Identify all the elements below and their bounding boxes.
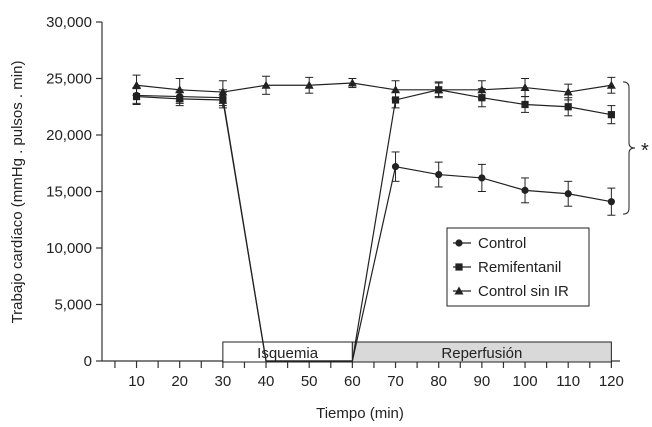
x-tick-label: 90 [474, 373, 491, 390]
legend-label: Remifentanil [478, 259, 561, 276]
legend: Control Remifentanil Control sin IR [446, 227, 590, 307]
x-tick-label: 10 [128, 373, 145, 390]
data-point [304, 80, 314, 89]
data-point [520, 83, 530, 92]
data-point [564, 190, 572, 198]
y-tick-label: 30,000 [46, 14, 92, 31]
data-point [477, 85, 487, 94]
y-axis-title: Trabajo cardíaco (mmHg . pulsos . min) [9, 61, 26, 324]
data-point [606, 80, 616, 89]
data-point [218, 87, 228, 96]
x-tick-label: 50 [301, 373, 318, 390]
y-tick-label: 5,000 [54, 297, 92, 314]
data-point [347, 78, 357, 87]
data-point [454, 286, 464, 295]
x-axis-title: Tiempo (min) [316, 405, 404, 422]
series [132, 74, 616, 104]
data-point [563, 87, 573, 96]
data-point [175, 85, 185, 94]
y-tick-label: 10,000 [46, 240, 92, 257]
phase-label: Isquemia [257, 345, 319, 362]
x-tick-label: 40 [258, 373, 275, 390]
series-line [136, 82, 612, 93]
data-point [455, 263, 463, 271]
legend-items: Control Remifentanil Control sin IR [453, 235, 569, 300]
x-tick-label: 110 [556, 373, 580, 390]
y-tick-label: 20,000 [46, 127, 92, 144]
phase-bar [351, 341, 612, 363]
data-point [261, 80, 271, 89]
data-point [607, 198, 615, 206]
x-tick-label: 60 [344, 373, 361, 390]
legend-item: Remifentanil [453, 259, 561, 276]
data-point [435, 170, 443, 179]
bracket [622, 81, 636, 215]
y-tick-label: 0 [84, 353, 92, 370]
series [132, 87, 616, 362]
x-tick-label: 100 [513, 373, 538, 390]
data-point [434, 85, 444, 94]
data-point [521, 186, 529, 194]
phase-bars: Isquemia Reperfusión [222, 341, 612, 363]
series-line [136, 89, 612, 362]
data-point [391, 85, 401, 94]
significance-star: * [641, 140, 649, 162]
y-tick-label: 25,000 [46, 71, 92, 88]
data-point [391, 163, 400, 171]
series-layer [132, 74, 616, 362]
x-tick-label: 70 [387, 373, 404, 390]
significance-bracket: * [622, 81, 649, 215]
x-tick-label: 30 [215, 373, 232, 390]
x-tick-label: 20 [171, 373, 188, 390]
data-point [607, 111, 615, 119]
series [132, 82, 616, 362]
x-axis: 10 20 30 40 50 60 70 80 90 100 110 120 [102, 360, 624, 390]
data-point [521, 100, 529, 109]
y-ticks: 0 5,000 10,000 15,000 20,000 25,000 30,000 [46, 14, 102, 370]
legend-item: Control sin IR [453, 283, 569, 300]
data-point [132, 92, 141, 101]
x-ticks: 10 20 30 40 50 60 70 80 90 100 110 120 [114, 361, 624, 390]
legend-label: Control [478, 235, 526, 252]
x-tick-label: 120 [599, 373, 624, 390]
y-axis: 0 5,000 10,000 15,000 20,000 25,000 30,000 [46, 14, 103, 370]
x-tick-label: 80 [430, 373, 447, 390]
data-point [132, 80, 142, 89]
y-tick-label: 15,000 [46, 184, 92, 201]
legend-item: Control [453, 235, 526, 252]
phase-label: Reperfusión [441, 345, 522, 362]
data-point [564, 103, 572, 111]
data-point [478, 174, 486, 182]
data-point [391, 96, 400, 104]
data-point [455, 239, 463, 247]
legend-label: Control sin IR [478, 283, 569, 300]
